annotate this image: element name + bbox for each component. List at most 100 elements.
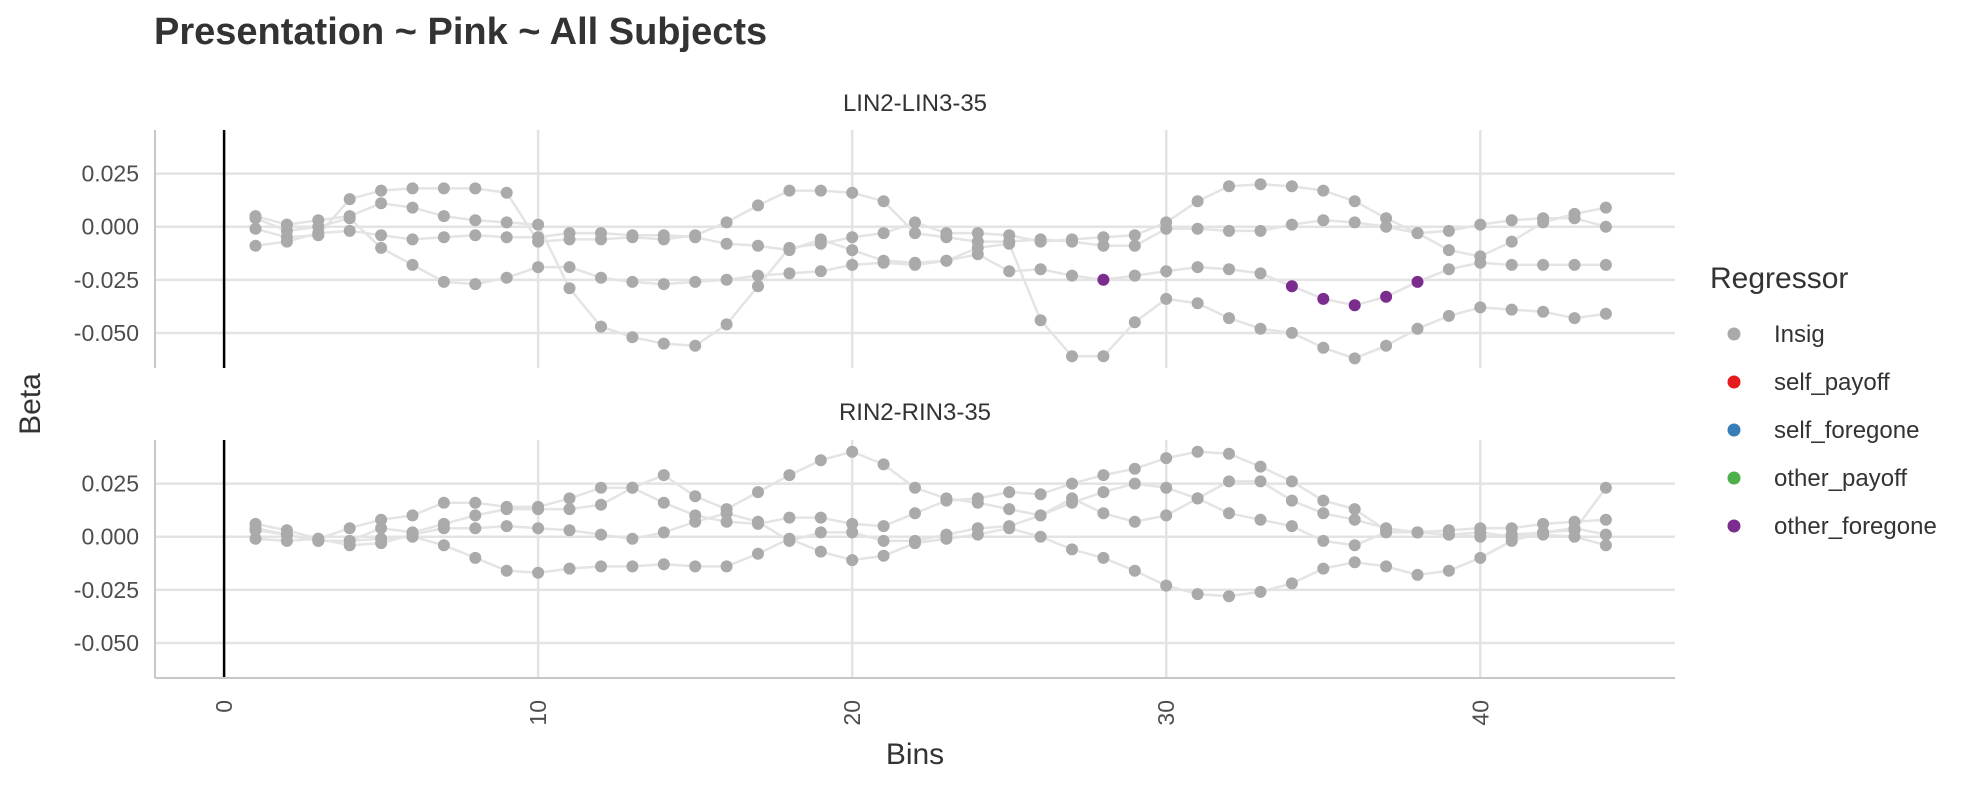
data-point <box>720 318 733 331</box>
data-point <box>469 509 482 522</box>
data-point <box>1223 312 1235 325</box>
data-point <box>1003 522 1016 535</box>
data-point <box>1254 460 1267 473</box>
data-point <box>783 244 796 257</box>
data-point <box>909 258 921 271</box>
data-point <box>1003 503 1016 516</box>
data-point <box>563 282 576 295</box>
legend-entry-self-payoff: self_payoff <box>1727 369 1890 396</box>
panel-strip-label: LIN2-LIN3-35 <box>843 90 987 117</box>
data-point <box>500 231 513 244</box>
data-point <box>1317 534 1330 547</box>
data-point <box>500 186 513 199</box>
data-point <box>500 503 513 516</box>
data-point <box>1317 341 1330 354</box>
data-point <box>1568 524 1581 537</box>
data-point <box>846 231 859 244</box>
data-point <box>1034 314 1047 327</box>
data-point <box>1474 522 1487 535</box>
data-point <box>595 560 607 573</box>
data-point <box>312 220 325 233</box>
data-point <box>846 517 859 530</box>
data-point <box>1348 352 1361 365</box>
data-point <box>343 212 356 225</box>
data-point <box>814 454 827 467</box>
data-point <box>1066 492 1078 505</box>
data-point <box>280 528 293 541</box>
data-point <box>1128 229 1141 242</box>
data-point <box>437 182 450 195</box>
data-point <box>720 515 733 528</box>
y-tick-label: 0.000 <box>81 524 139 550</box>
data-point <box>1348 539 1361 552</box>
data-point <box>500 271 513 284</box>
data-point <box>752 269 764 282</box>
data-point <box>626 532 639 545</box>
panel-2: RIN2-RIN3-35 0.025 0.000 -0.025 -0.050 <box>74 399 1675 678</box>
data-point <box>1442 244 1455 257</box>
data-point <box>1568 212 1581 225</box>
data-point <box>940 254 953 267</box>
data-point <box>1317 507 1330 520</box>
data-point <box>1348 556 1361 569</box>
data-point <box>657 526 670 539</box>
data-point <box>343 193 356 206</box>
data-point <box>532 566 545 579</box>
data-point <box>1160 481 1173 494</box>
data-point <box>406 509 419 522</box>
data-point <box>971 241 984 254</box>
data-point <box>1317 184 1330 197</box>
data-point <box>1442 564 1455 577</box>
data-point <box>343 224 356 237</box>
data-point <box>1066 543 1078 556</box>
data-point <box>375 184 388 197</box>
data-point <box>249 524 262 537</box>
data-point <box>563 227 576 240</box>
data-point <box>1285 520 1298 533</box>
y-tick-label: 0.000 <box>81 214 139 240</box>
data-point <box>469 496 482 509</box>
data-point <box>1191 492 1204 505</box>
data-point <box>1411 568 1424 581</box>
data-point <box>437 210 450 223</box>
data-point <box>1223 507 1235 520</box>
data-point <box>1568 312 1581 325</box>
data-point <box>1097 231 1110 244</box>
legend-label: self_payoff <box>1774 369 1890 396</box>
data-point <box>1505 258 1518 271</box>
data-point <box>626 481 639 494</box>
data-point <box>1317 292 1330 305</box>
x-tick-label: 0 <box>211 700 237 713</box>
data-point <box>406 201 419 214</box>
data-point <box>846 526 859 539</box>
data-point <box>1223 180 1235 193</box>
x-axis: 0 10 20 30 40 <box>155 677 1675 726</box>
data-point <box>1097 469 1110 482</box>
y-tick-label: -0.050 <box>74 630 139 656</box>
data-point <box>1474 301 1487 314</box>
data-point <box>249 239 262 252</box>
data-point <box>1254 475 1267 488</box>
data-point <box>877 458 890 471</box>
data-point <box>1191 588 1204 601</box>
data-point <box>1599 528 1612 541</box>
data-point <box>1128 477 1141 490</box>
legend-entry-Insig: Insig <box>1727 321 1825 348</box>
data-point <box>1223 224 1235 237</box>
data-point <box>500 520 513 533</box>
data-point <box>1411 322 1424 335</box>
data-point <box>1097 350 1110 363</box>
data-point <box>909 481 921 494</box>
data-point <box>563 562 576 575</box>
data-point <box>1066 477 1078 490</box>
data-point <box>1411 227 1424 240</box>
data-point <box>1505 235 1518 248</box>
data-point <box>1380 526 1393 539</box>
data-point <box>814 233 827 246</box>
data-point <box>437 275 450 288</box>
data-point <box>1097 551 1110 564</box>
data-point <box>752 280 764 293</box>
data-point <box>1537 517 1550 530</box>
data-point <box>469 229 482 242</box>
